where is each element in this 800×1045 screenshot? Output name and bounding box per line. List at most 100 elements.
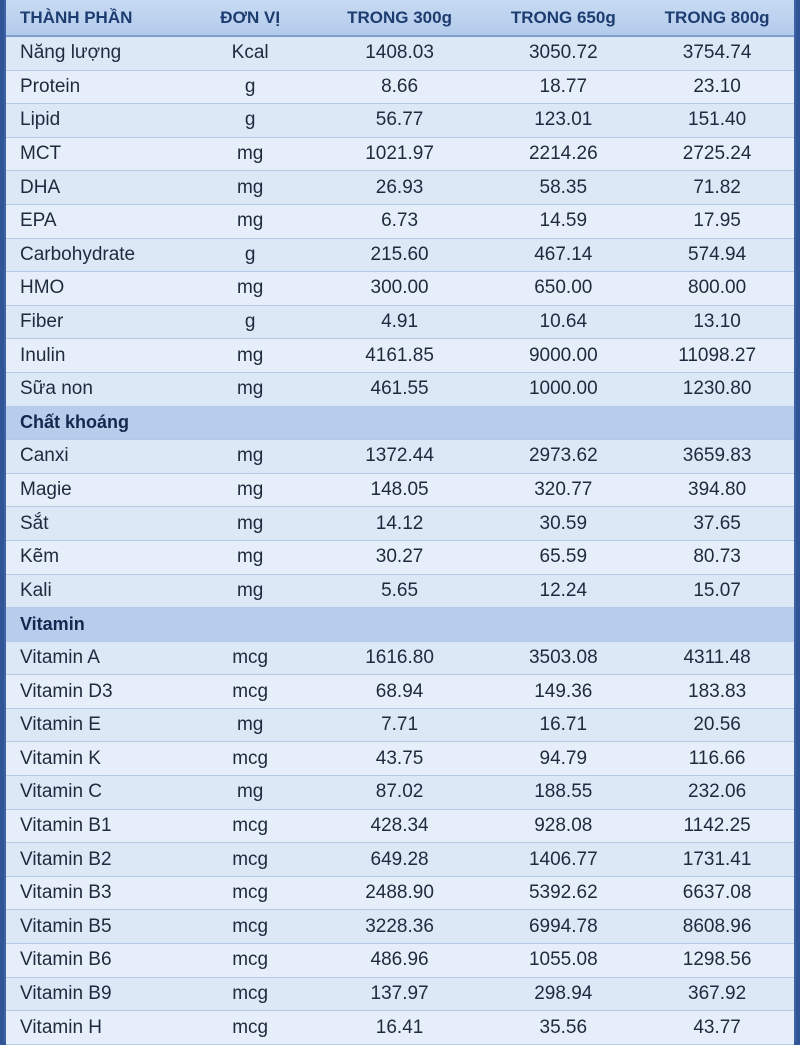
column-header: THÀNH PHẦN (20, 7, 133, 27)
amount: 30.59 (539, 512, 588, 534)
amount: 1616.80 (365, 646, 434, 668)
amount: 18.77 (539, 75, 588, 97)
table-row: Lipid g 56.77 123.01 151.40 (6, 104, 794, 138)
table-row: Vitamin B9 mcg 137.97 298.94 367.92 (6, 978, 794, 1012)
unit: mg (236, 714, 264, 736)
amount: 3228.36 (365, 915, 434, 937)
column-header: ĐƠN VỊ (220, 7, 281, 27)
amount: 87.02 (375, 781, 424, 803)
amount: 1055.08 (528, 949, 598, 971)
nutrient-name: Vitamin B3 (20, 882, 112, 904)
amount: 17.95 (693, 210, 741, 232)
nutrient-name: Vitamin B2 (20, 848, 112, 870)
amount: 1000.00 (528, 378, 598, 400)
nutrient-name: Inulin (20, 344, 66, 366)
amount: 4311.48 (683, 646, 751, 668)
nutrient-name: Vitamin B1 (20, 814, 112, 836)
amount: 71.82 (693, 176, 741, 198)
unit: mg (236, 781, 264, 803)
nutrient-name: MCT (20, 143, 62, 165)
unit: mcg (232, 747, 269, 769)
table-row: Kali mg 5.65 12.24 15.07 (6, 575, 794, 609)
amount: 137.97 (370, 982, 429, 1004)
amount: 7.71 (381, 714, 419, 736)
amount: 5392.62 (528, 882, 598, 904)
amount: 6637.08 (682, 882, 752, 904)
amount: 1406.77 (528, 848, 598, 870)
table-row: HMO mg 300.00 650.00 800.00 (6, 272, 794, 306)
amount: 1142.25 (683, 814, 751, 836)
amount: 428.34 (370, 814, 429, 836)
unit: g (244, 311, 256, 333)
amount: 58.35 (539, 176, 588, 198)
amount: 2973.62 (528, 445, 598, 467)
amount: 13.10 (693, 311, 741, 333)
amount: 298.94 (534, 982, 593, 1004)
amount: 10.64 (539, 311, 588, 333)
table-row: Vitamin D3 mcg 68.94 149.36 183.83 (6, 675, 794, 709)
amount: 4.91 (381, 311, 419, 333)
table-row: Sữa non mg 461.55 1000.00 1230.80 (6, 373, 794, 407)
table-row: Sắt mg 14.12 30.59 37.65 (6, 507, 794, 541)
amount: 23.10 (693, 75, 741, 97)
table-row: Vitamin B6 mcg 486.96 1055.08 1298.56 (6, 944, 794, 978)
unit: mg (236, 378, 264, 400)
table-row: Năng lượng Kcal 1408.03 3050.72 3754.74 (6, 37, 794, 71)
amount: 94.79 (539, 747, 588, 769)
amount: 56.77 (375, 109, 424, 131)
amount: 68.94 (375, 680, 424, 702)
amount: 3050.72 (528, 42, 598, 64)
amount: 116.66 (688, 747, 746, 769)
unit: mcg (232, 680, 269, 702)
amount: 30.27 (375, 546, 424, 568)
table-row: Vitamin B5 mcg 3228.36 6994.78 8608.96 (6, 910, 794, 945)
amount: 3659.83 (682, 445, 752, 467)
nutrient-name: Carbohydrate (20, 243, 136, 265)
unit: mg (236, 344, 264, 366)
amount: 14.12 (375, 512, 424, 534)
nutrient-name: Vitamin A (20, 646, 100, 668)
amount: 65.59 (539, 546, 588, 568)
table-row: MCT mg 1021.97 2214.26 2725.24 (6, 137, 794, 172)
unit: g (244, 75, 256, 97)
column-header: TRONG 650g (510, 7, 616, 27)
nutrient-name: Magie (20, 479, 72, 501)
section-header: Chất khoáng (6, 406, 794, 441)
table-row: Vitamin H mcg 16.41 35.56 43.77 (6, 1011, 794, 1045)
unit: mg (236, 143, 264, 165)
amount: 148.05 (370, 479, 429, 501)
section-title: Vitamin (20, 613, 85, 634)
amount: 649.28 (370, 848, 429, 870)
nutrient-name: Sắt (20, 512, 49, 534)
table-row: Vitamin B1 mcg 428.34 928.08 1142.25 (6, 809, 794, 844)
nutrient-name: Kali (20, 579, 52, 601)
unit: mg (236, 579, 264, 601)
amount: 6994.78 (528, 915, 598, 937)
amount: 461.55 (370, 378, 429, 400)
unit: mcg (232, 848, 269, 870)
amount: 8608.96 (682, 915, 752, 937)
amount: 928.08 (534, 814, 593, 836)
amount: 14.59 (539, 210, 588, 232)
column-header: TRONG 800g (664, 7, 770, 27)
nutrient-name: Năng lượng (20, 42, 122, 64)
nutrition-table: THÀNH PHẦN ĐƠN VỊ TRONG 300g TRONG 650g TRON… (4, 0, 796, 1045)
amount: 8.66 (381, 75, 419, 97)
nutrient-name: Vitamin B6 (20, 949, 112, 971)
unit: mcg (232, 1016, 269, 1038)
nutrient-name: DHA (20, 176, 61, 198)
unit: mg (236, 445, 264, 467)
nutrient-name: Protein (20, 75, 81, 97)
amount: 1372.44 (365, 445, 434, 467)
amount: 232.06 (688, 781, 747, 803)
amount: 367.92 (688, 982, 747, 1004)
amount: 486.96 (370, 949, 429, 971)
nutrient-name: Vitamin B5 (20, 915, 112, 937)
unit: mg (236, 210, 264, 232)
amount: 1298.56 (682, 949, 752, 971)
column-header: TRONG 300g (347, 7, 452, 27)
unit: mg (236, 479, 264, 501)
nutrient-name: EPA (20, 210, 57, 232)
table-row: Vitamin B2 mcg 649.28 1406.77 1731.41 (6, 843, 794, 877)
